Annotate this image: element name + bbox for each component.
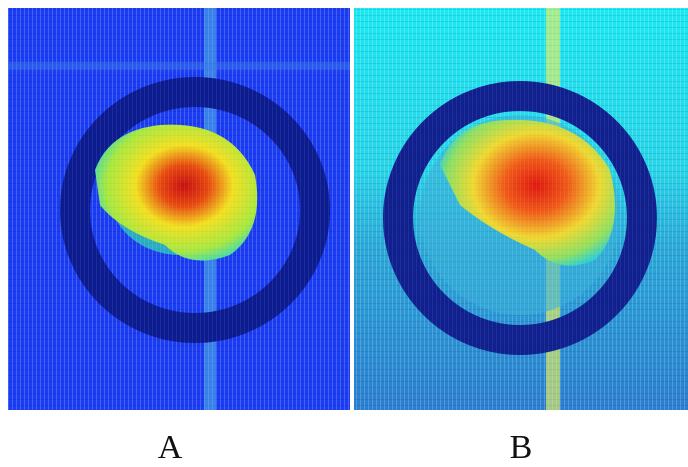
texture xyxy=(354,8,688,410)
panel-b xyxy=(354,8,688,410)
panel-label: A xyxy=(158,429,183,466)
panel-a xyxy=(8,8,350,410)
panel-label: B xyxy=(510,429,533,466)
texture xyxy=(8,8,350,410)
